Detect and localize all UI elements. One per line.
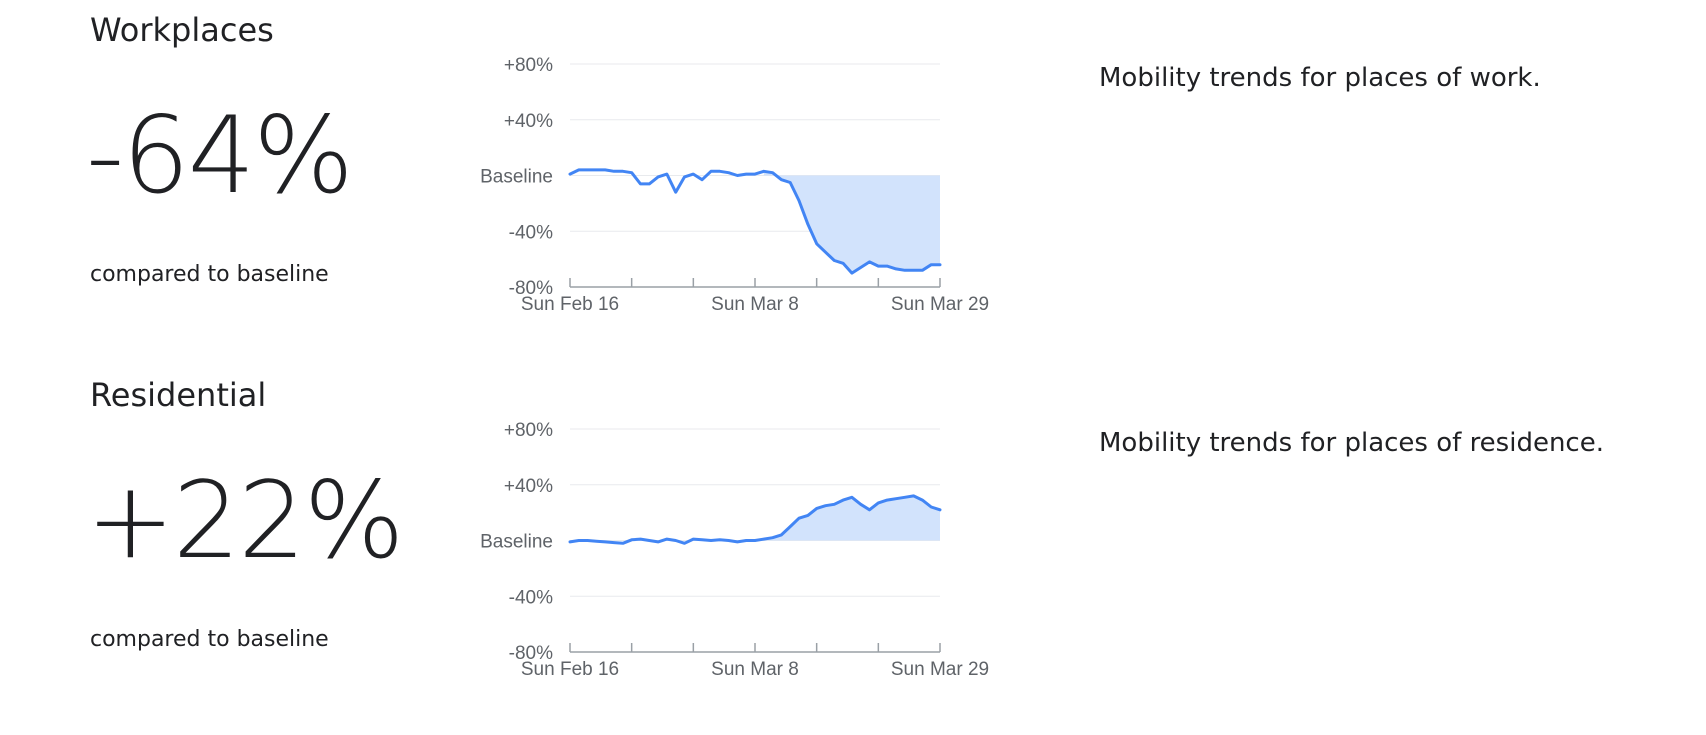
section-title: Residential (90, 376, 267, 414)
x-tick-label: Sun Mar 8 (711, 294, 799, 315)
series-line (568, 168, 942, 275)
section-title: Workplaces (90, 11, 274, 49)
x-tick-label: Sun Mar 29 (891, 659, 989, 680)
y-tick-label: +40% (504, 111, 553, 132)
series-area (763, 171, 940, 274)
percent-change-value: +22% (86, 459, 404, 582)
series-line (568, 494, 942, 545)
y-tick-label: +80% (504, 420, 553, 441)
y-tick-label: -80% (509, 643, 553, 664)
y-tick-label: -40% (509, 222, 553, 243)
x-tick-label: Sun Feb 16 (521, 659, 619, 680)
y-tick-label: Baseline (480, 167, 553, 188)
x-tick-label: Sun Mar 29 (891, 294, 989, 315)
residential-mobility-chart: +80% +40% Baseline -40% -80%Sun Feb 16 Sun Ma… (480, 420, 989, 680)
compared-to-baseline-label: compared to baseline (90, 262, 329, 287)
section-description: Mobility trends for places of work. (1099, 63, 1541, 93)
x-tick-label: Sun Feb 16 (521, 294, 619, 315)
section-description: Mobility trends for places of residence. (1099, 428, 1604, 458)
workplaces-section: Workplaces -64% compared to baseline +80… (0, 0, 1706, 365)
series-area (763, 495, 940, 541)
percent-change-value: -64% (86, 94, 354, 217)
workplaces-mobility-chart: +80% +40% Baseline -40% -80%Sun Feb 16 Sun Ma… (480, 55, 989, 315)
y-tick-label: Baseline (480, 532, 553, 553)
y-tick-label: +40% (504, 476, 553, 497)
x-tick-label: Sun Mar 8 (711, 659, 799, 680)
compared-to-baseline-label: compared to baseline (90, 627, 329, 652)
y-tick-label: -80% (509, 278, 553, 299)
y-tick-label: +80% (504, 55, 553, 76)
residential-section: Residential +22% compared to baseline +8… (0, 365, 1706, 730)
y-tick-label: -40% (509, 587, 553, 608)
